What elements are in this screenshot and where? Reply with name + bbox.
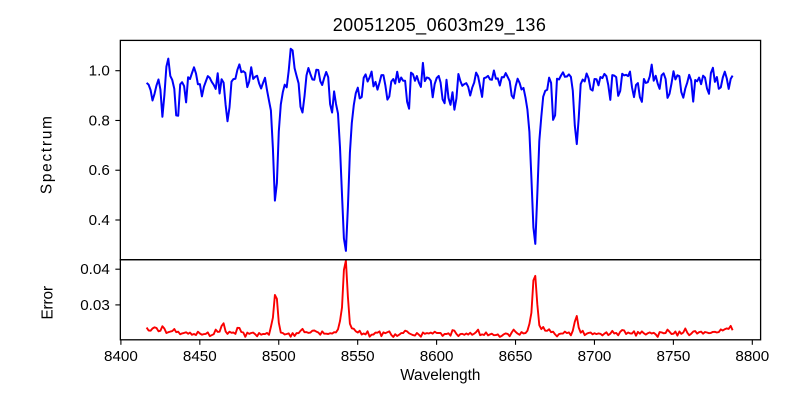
svg-text:8500: 8500 — [262, 348, 296, 365]
svg-text:8750: 8750 — [657, 348, 691, 365]
svg-text:8650: 8650 — [499, 348, 533, 365]
svg-text:Wavelength: Wavelength — [400, 367, 480, 384]
svg-text:0.03: 0.03 — [80, 297, 110, 314]
svg-text:8450: 8450 — [183, 348, 217, 365]
svg-text:8400: 8400 — [104, 348, 138, 365]
svg-text:0.04: 0.04 — [80, 261, 110, 278]
svg-text:8800: 8800 — [735, 348, 769, 365]
svg-text:0.6: 0.6 — [89, 162, 110, 179]
svg-text:8550: 8550 — [341, 348, 375, 365]
svg-text:8700: 8700 — [578, 348, 612, 365]
svg-text:20051205_0603m29_136: 20051205_0603m29_136 — [333, 15, 547, 36]
svg-text:8600: 8600 — [420, 348, 454, 365]
svg-text:1.0: 1.0 — [89, 63, 110, 80]
svg-text:Spectrum: Spectrum — [38, 114, 55, 194]
svg-text:0.8: 0.8 — [89, 113, 110, 130]
svg-text:Error: Error — [39, 286, 56, 320]
svg-text:0.4: 0.4 — [89, 212, 110, 229]
